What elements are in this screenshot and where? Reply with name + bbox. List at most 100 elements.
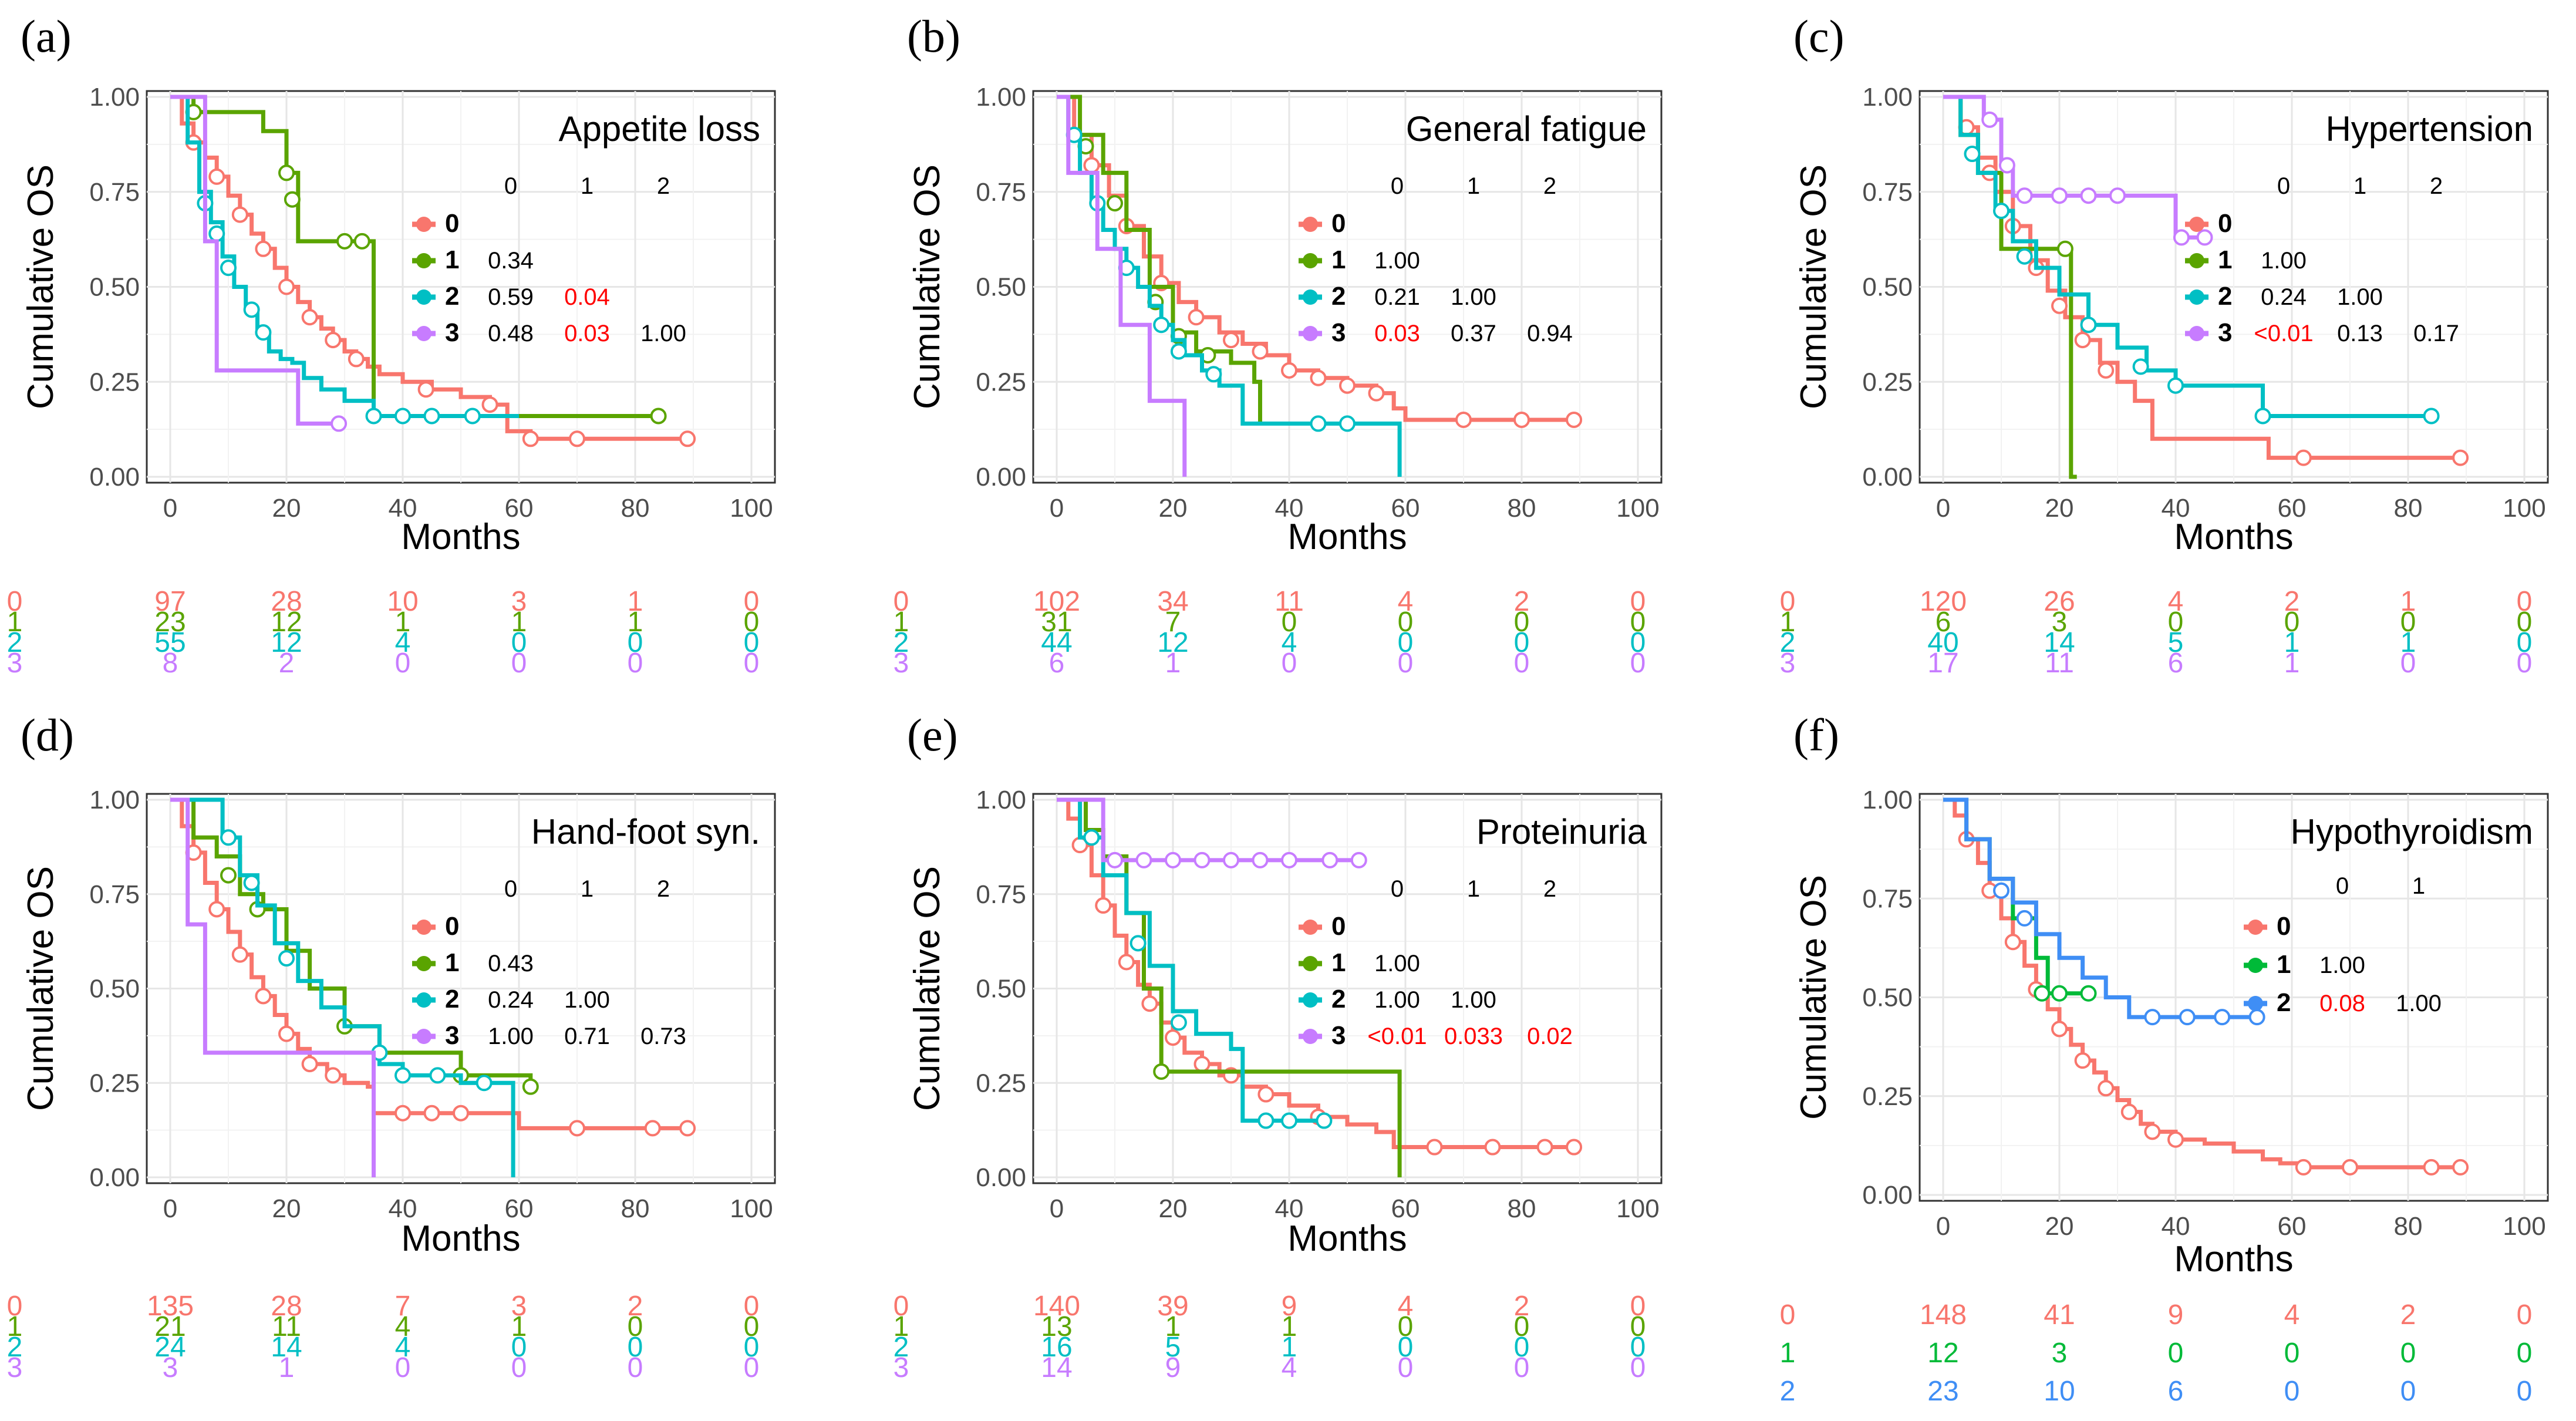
censor-mark [2074,332,2091,349]
risk-count: 24 [154,1332,186,1363]
censor-mark [1281,362,1297,379]
censor-mark [2056,240,2073,257]
censor-mark [395,1067,411,1084]
risk-count: 120 [1920,586,1967,617]
risk-row-label: 1 [1780,607,1796,638]
x-tick-label: 80 [621,1194,650,1223]
risk-count: 0 [628,1311,643,1342]
risk-count: 13 [1041,1311,1072,1342]
x-tick-label: 80 [1508,494,1536,523]
censor-mark [2452,1159,2469,1176]
km-curves [170,797,696,1177]
censor-mark [1339,377,1356,394]
panel-letter: (b) [907,11,960,62]
risk-count: 0 [744,586,760,617]
panel-letter: (c) [1793,11,1845,62]
panel-d: (d)0.000.250.500.751.000 20 40 60 80 100Month… [7,709,776,1383]
censor-mark [301,1056,318,1073]
x-tick-label: 100 [2503,1212,2545,1241]
km-curve-group-3 [1057,797,1359,863]
censor-mark [2034,985,2051,1002]
legend-label: 3 [445,1021,459,1050]
panel-a: (a)0.000.250.500.751.000 20 40 60 80 100Month… [7,11,776,679]
x-tick-label: 80 [2394,1212,2423,1241]
x-tick-label: 20 [272,1194,301,1223]
y-tick-label: 0.00 [89,463,140,491]
y-tick-label: 0.00 [976,1163,1026,1192]
censor-mark [417,381,434,398]
risk-row-label: 2 [7,627,23,658]
km-curve-group-0 [170,797,688,1130]
pvalue-header: 0 [504,173,517,199]
legend-key-dot [416,992,431,1008]
x-tick-label: 0 [163,1194,177,1223]
risk-count: 0 [628,627,643,658]
risk-count: 0 [1630,1332,1646,1363]
legend-key-dot [2189,253,2204,268]
censor-mark [1536,1139,1553,1156]
censor-mark [255,988,272,1005]
pvalue: 1.00 [564,987,610,1013]
x-tick-label: 100 [1616,1194,1659,1223]
legend-label: 0 [1331,912,1346,941]
y-tick-label: 0.75 [89,880,140,909]
y-tick-label: 1.00 [976,786,1026,814]
y-tick-label: 0.00 [1862,463,1913,491]
x-axis-title: Months [1287,1218,1407,1259]
legend-label: 3 [445,318,459,347]
legend-label: 1 [2218,245,2232,274]
censor-mark [278,950,295,967]
x-tick-label: 20 [272,494,301,523]
risk-count: 3 [163,1352,178,1383]
km-curves [1057,797,1583,1177]
risk-row-label: 2 [893,1332,909,1363]
y-tick-label: 1.00 [89,83,140,112]
x-tick-label: 0 [1936,1212,1950,1241]
legend-label: 3 [1331,318,1346,347]
censor-mark [481,396,498,413]
risk-count: 14 [1041,1352,1072,1383]
y-tick-label: 0.00 [1862,1181,1913,1210]
censor-mark [2120,1103,2137,1120]
risk-count: 26 [2044,586,2075,617]
censor-mark [2098,362,2115,379]
risk-count: 12 [1157,627,1188,658]
km-curves [1057,95,1583,477]
censor-mark [2098,1080,2115,1097]
risk-count: 0 [2400,1376,2416,1407]
censor-mark [2173,229,2190,246]
x-tick-label: 20 [2045,1212,2074,1241]
censor-mark [1566,411,1583,428]
risk-count: 0 [1398,1332,1414,1363]
censor-mark [423,408,440,425]
risk-count: 28 [271,586,302,617]
risk-count: 1 [1165,1311,1181,1342]
censor-mark [1257,1112,1274,1129]
censor-mark [1981,111,1998,128]
pvalue: 1.00 [488,1023,534,1049]
risk-count: 0 [2400,1338,2416,1369]
censor-mark [423,1105,440,1122]
pvalue: 1.00 [1374,987,1420,1013]
pvalue: 0.03 [564,321,610,346]
censor-mark [2423,408,2440,425]
legend-key-dot [1303,217,1318,232]
panel-letter: (d) [21,709,74,760]
pvalue: 0.48 [488,321,534,346]
risk-count: 3 [511,1291,527,1322]
risk-count: 4 [395,627,411,658]
censor-mark [1281,1112,1297,1129]
pvalue-header: 1 [581,173,594,199]
censor-mark [2132,358,2149,375]
pvalue: 1.00 [640,321,686,346]
x-tick-label: 100 [730,1194,773,1223]
legend-label: 0 [2218,209,2232,238]
y-tick-label: 0.00 [976,463,1026,491]
pvalue: 0.17 [2413,321,2459,346]
pvalue-header: 0 [504,876,517,902]
risk-count: 1 [628,586,643,617]
pvalue: 1.00 [1374,248,1420,274]
y-tick-label: 0.00 [89,1163,140,1192]
censor-mark [1193,1056,1211,1073]
risk-count: 31 [1041,607,1072,638]
